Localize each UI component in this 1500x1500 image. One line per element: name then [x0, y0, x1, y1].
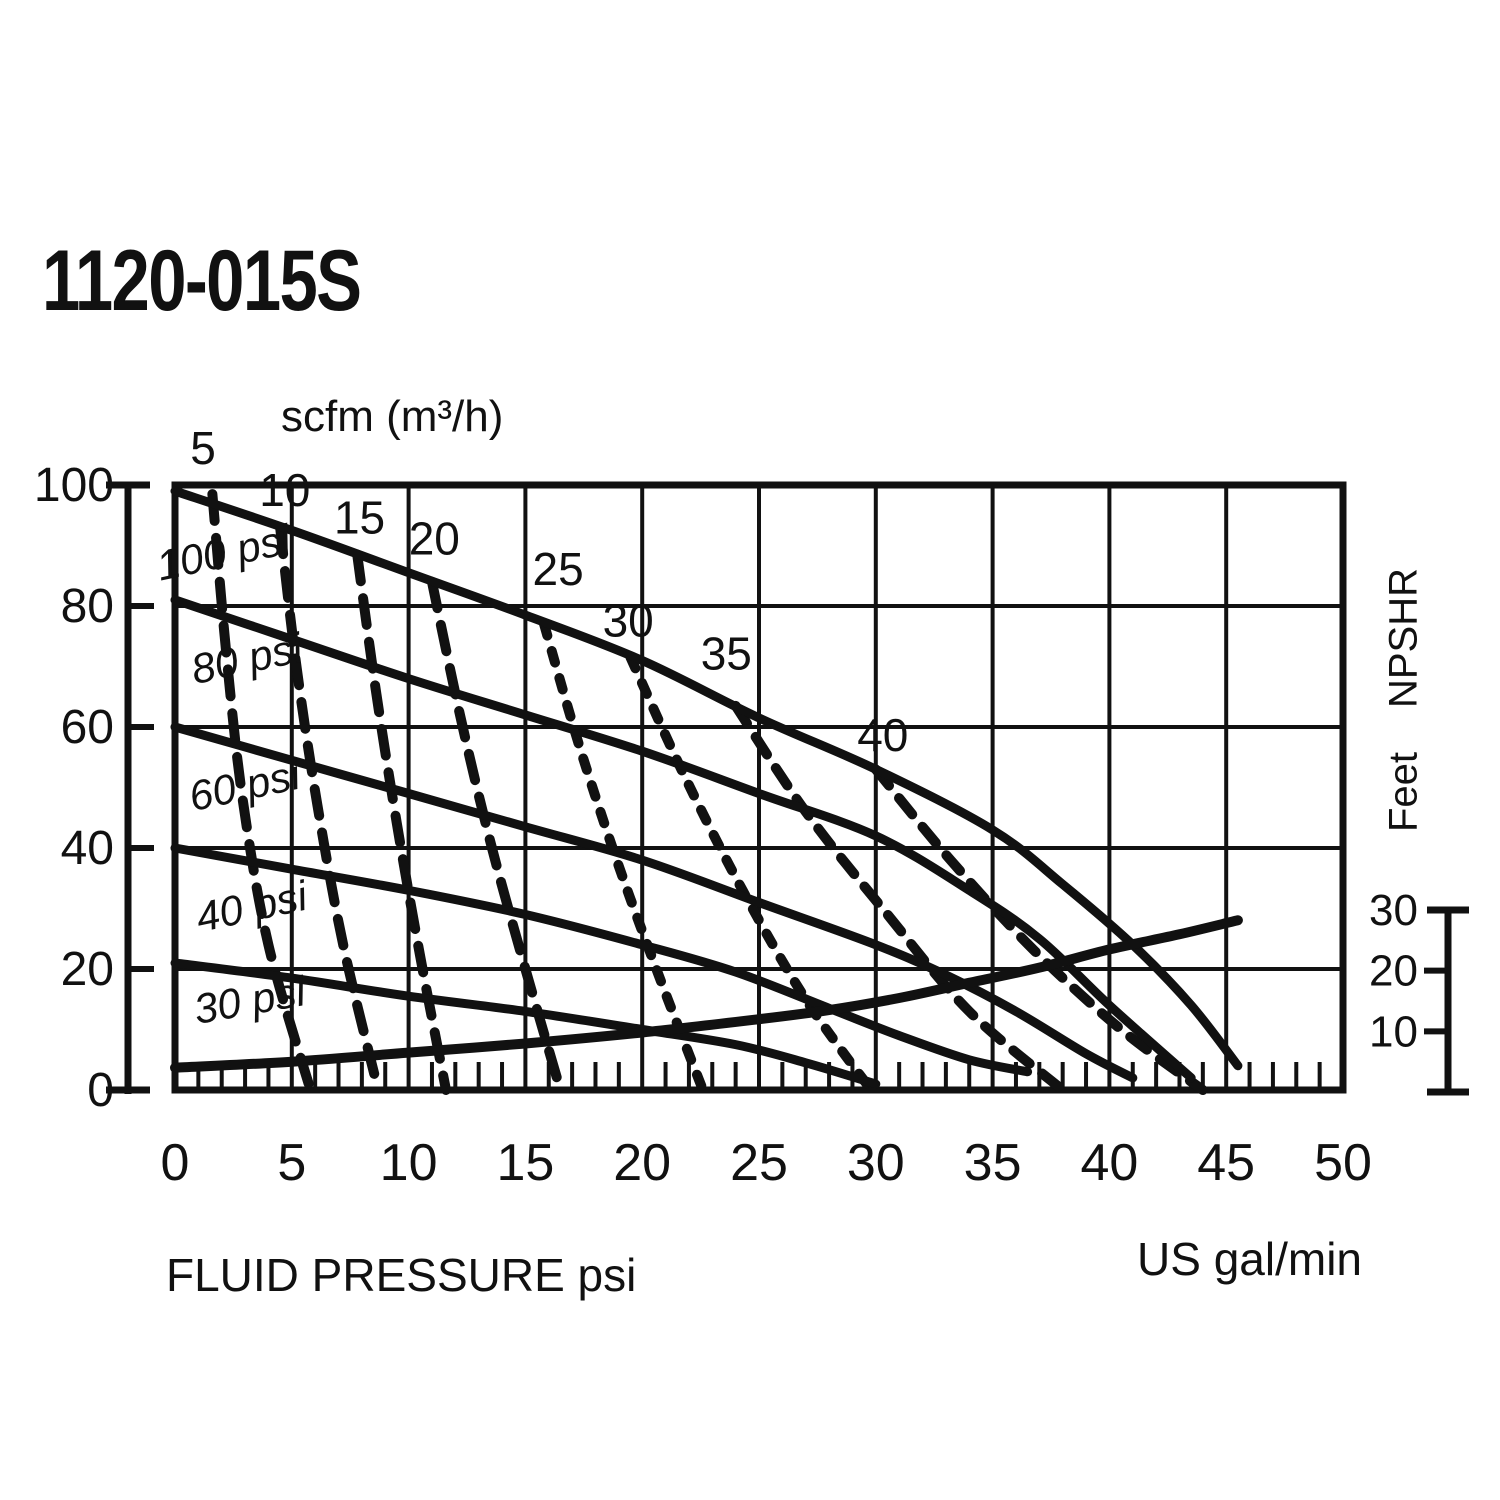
- y-tick-label: 80: [61, 580, 114, 633]
- air-curve-35-scfm: [730, 700, 1068, 1095]
- scfm-axis-label: scfm (m³/h): [281, 392, 504, 441]
- x-tick-label: 25: [730, 1134, 788, 1192]
- air-curve-label: 35: [701, 628, 752, 680]
- air-curve-30-scfm: [625, 652, 877, 1095]
- y-tick-label: 0: [87, 1064, 114, 1117]
- x-tick-label: 30: [847, 1134, 905, 1192]
- x-tick-label: 45: [1197, 1134, 1255, 1192]
- air-curve-label: 5: [190, 422, 216, 474]
- air-curve-label: 20: [409, 513, 460, 565]
- chart-title: 1120-015S: [42, 233, 362, 329]
- y-tick-label: 20: [61, 943, 114, 996]
- fluid-pressure-axis-label: FLUID PRESSURE psi: [166, 1249, 637, 1301]
- air-curve-label: 30: [603, 594, 654, 646]
- x-tick-label: 10: [380, 1134, 438, 1192]
- npshr-axis-label: NPSHR: [1381, 567, 1426, 709]
- x-tick-label: 5: [277, 1134, 306, 1192]
- x-tick-label: 20: [613, 1134, 671, 1192]
- pressure-curve-30-psi: [170, 958, 881, 1089]
- npshr-tick-label: 10: [1369, 1007, 1418, 1056]
- pressure-curve-60-psi: [170, 722, 1138, 1083]
- x-tick-label: 0: [161, 1134, 190, 1192]
- x-tick-label: 35: [964, 1134, 1022, 1192]
- npshr-tick-label: 30: [1369, 886, 1418, 935]
- x-tick-label: 15: [496, 1134, 554, 1192]
- y-tick-label: 60: [61, 701, 114, 754]
- air-curve-label: 15: [334, 491, 385, 543]
- y-tick-label: 40: [61, 822, 114, 875]
- pressure-curve-40-psi: [170, 843, 1033, 1077]
- air-curve-5-scfm: [207, 489, 316, 1095]
- y-tick-label: 100: [34, 459, 114, 512]
- air-curve-40-scfm: [870, 764, 1208, 1095]
- x-tick-label: 50: [1314, 1134, 1372, 1192]
- pressure-curve-80-psi: [170, 595, 1196, 1083]
- air-curve-15-scfm: [352, 549, 451, 1095]
- plot-border: [171, 481, 1347, 1094]
- air-curve-10-scfm: [275, 522, 384, 1095]
- feet-axis-label: Feet: [1381, 751, 1426, 833]
- pressure-curve-label: 40 psi: [192, 871, 313, 941]
- x-tick-label: 40: [1080, 1134, 1138, 1192]
- npshr-tick-label: 20: [1369, 947, 1418, 996]
- air-curve-label: 25: [533, 543, 584, 595]
- npshr-curve: [170, 915, 1243, 1073]
- air-curve-label: 40: [857, 709, 908, 761]
- air-curve-label: 10: [259, 464, 310, 516]
- flow-axis-label: US gal/min: [1137, 1233, 1362, 1285]
- air-curve-25-scfm: [539, 619, 708, 1095]
